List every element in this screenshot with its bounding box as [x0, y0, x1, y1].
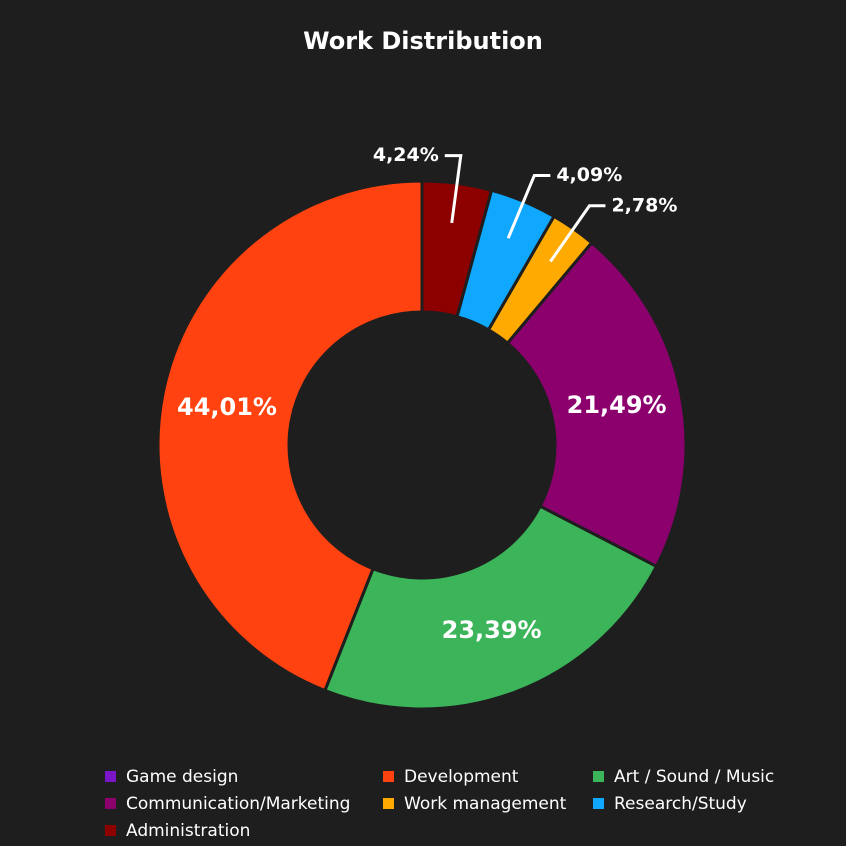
- legend-label: Art / Sound / Music: [614, 767, 774, 787]
- leader-line: [444, 154, 463, 224]
- legend-swatch: [593, 771, 604, 782]
- legend-swatch: [105, 798, 116, 809]
- legend-label: Game design: [126, 767, 238, 787]
- legend-label: Administration: [126, 821, 250, 841]
- leader-line: [549, 204, 606, 263]
- slice: [323, 504, 659, 711]
- legend-swatch: [593, 798, 604, 809]
- legend-swatch: [383, 771, 394, 782]
- slice: [420, 179, 494, 319]
- data-label: 44,01%: [177, 393, 277, 421]
- legend-label: Research/Study: [614, 794, 747, 814]
- data-label: 21,49%: [567, 391, 667, 419]
- data-label: 4,24%: [373, 144, 439, 166]
- data-label: 4,09%: [556, 164, 622, 186]
- legend-label: Development: [404, 767, 519, 787]
- legend-swatch: [105, 771, 116, 782]
- chart-title: Work Distribution: [303, 27, 543, 55]
- legend-label: Communication/Marketing: [126, 794, 350, 814]
- leader-line: [506, 173, 551, 239]
- legend-swatch: [383, 798, 394, 809]
- slice: [156, 179, 424, 693]
- legend-swatch: [105, 825, 116, 836]
- data-label: 2,78%: [611, 194, 677, 216]
- slice: [505, 240, 688, 569]
- legend-label: Work management: [404, 794, 567, 814]
- data-label: 23,39%: [442, 616, 542, 644]
